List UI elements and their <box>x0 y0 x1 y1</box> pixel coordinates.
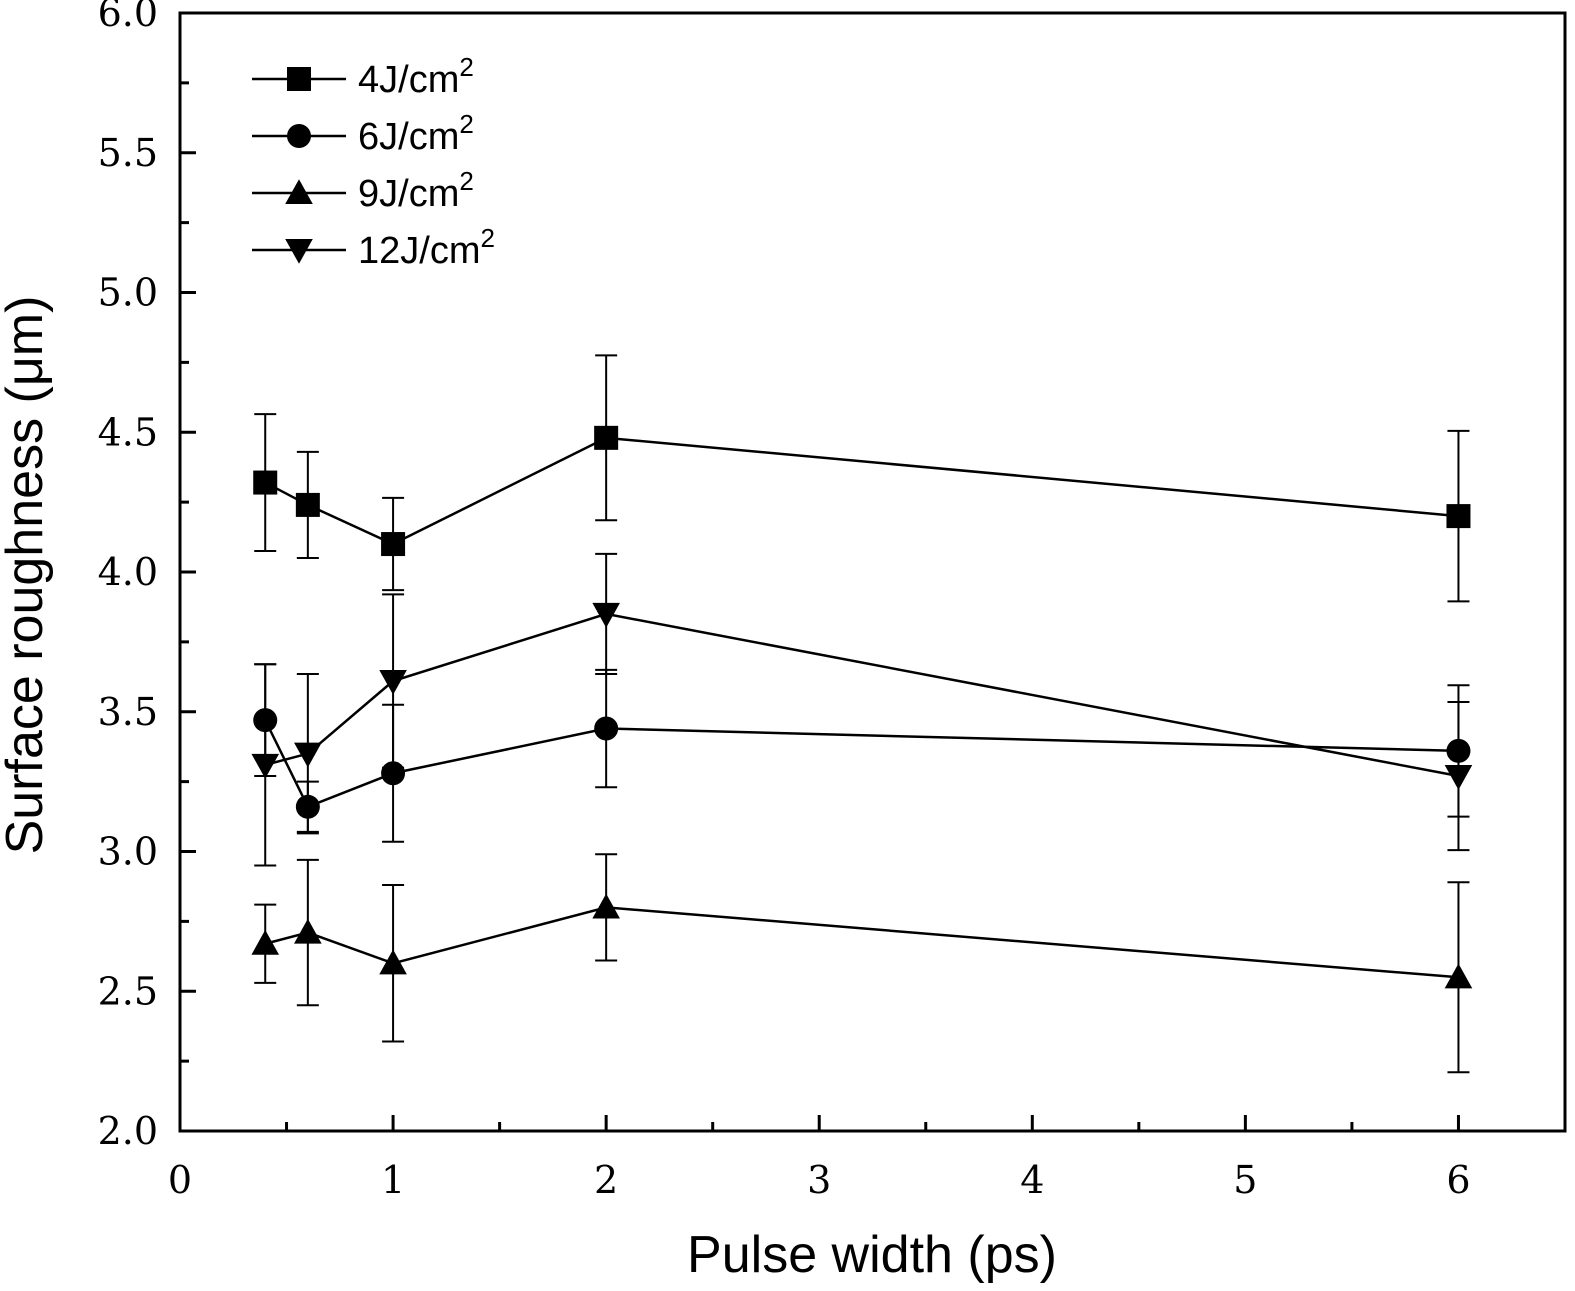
legend-marker <box>285 179 313 205</box>
x-tick-label: 5 <box>1233 1158 1257 1202</box>
legend-entry-1: 4J/cm2 <box>252 52 474 101</box>
y-tick-label: 5.5 <box>98 131 158 175</box>
legend-label: 12J/cm2 <box>358 223 495 272</box>
series-3 <box>251 853 1473 1074</box>
legend-label: 4J/cm2 <box>358 52 474 101</box>
data-point <box>1446 504 1471 529</box>
legend-marker <box>285 238 313 264</box>
y-tick-label: 6.0 <box>98 0 158 35</box>
series-1 <box>253 354 1471 603</box>
x-tick-label: 1 <box>381 1158 405 1202</box>
data-point <box>1444 963 1473 989</box>
x-tick-label: 6 <box>1446 1158 1470 1202</box>
axes: 0 1 2 3 4 5 6 2.0 2.5 3.0 3.5 4.0 4.5 5.0 5.5 6.0 <box>98 0 1567 1202</box>
y-tick-label: 4.0 <box>98 550 158 594</box>
data-point <box>294 742 322 768</box>
y-tick-label: 3.5 <box>98 690 158 734</box>
legend-marker <box>287 67 311 91</box>
x-tick-label: 4 <box>1020 1158 1044 1202</box>
x-tick-label: 3 <box>807 1158 831 1202</box>
y-tick-label: 2.0 <box>98 1109 158 1153</box>
data-point <box>251 929 280 955</box>
y-axis-title: Surface roughness (μm) <box>0 296 54 855</box>
data-point <box>251 753 280 779</box>
x-tick-label: 2 <box>594 1158 618 1202</box>
data-point <box>594 716 619 741</box>
y-tick-label: 5.0 <box>98 271 158 315</box>
legend-marker <box>287 124 311 148</box>
data-point <box>294 918 322 944</box>
data-point <box>592 602 620 628</box>
data-point <box>594 425 619 450</box>
data-point <box>379 669 407 695</box>
legend-entry-4: 12J/cm2 <box>252 223 495 272</box>
y-tick-label: 2.5 <box>98 969 158 1013</box>
data-point <box>379 949 407 975</box>
y-tick-label: 4.5 <box>98 410 158 454</box>
data-point <box>1444 764 1473 790</box>
data-point <box>295 492 320 517</box>
legend-entry-2: 6J/cm2 <box>252 109 474 158</box>
legend-label: 9J/cm2 <box>358 166 474 215</box>
series-4 <box>251 552 1473 867</box>
data-point <box>592 893 620 919</box>
x-axis-title: Pulse width (ps) <box>687 1226 1057 1284</box>
plot-area <box>251 354 1473 1074</box>
y-tick-label: 3.0 <box>98 830 158 874</box>
legend-label: 6J/cm2 <box>358 109 474 158</box>
data-point <box>253 470 278 495</box>
legend: 4J/cm2 6J/cm2 9J/cm2 12J/cm2 <box>252 52 495 272</box>
x-tick-label: 0 <box>168 1158 192 1202</box>
legend-entry-3: 9J/cm2 <box>252 166 474 215</box>
data-point <box>381 532 406 557</box>
